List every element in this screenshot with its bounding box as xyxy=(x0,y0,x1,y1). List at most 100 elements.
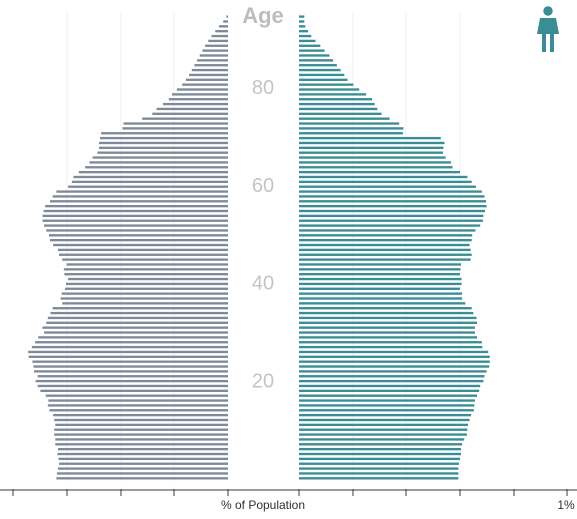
right-bar xyxy=(299,326,475,328)
left-bar xyxy=(100,137,228,139)
right-bar xyxy=(299,341,482,343)
left-bar xyxy=(79,171,228,173)
left-bar xyxy=(53,244,228,246)
right-bar xyxy=(299,419,470,421)
right-bar xyxy=(299,307,472,309)
right-bar xyxy=(299,244,470,246)
left-bar xyxy=(182,83,228,85)
left-bar xyxy=(44,224,228,226)
left-bar xyxy=(57,472,228,474)
left-bar xyxy=(48,317,228,319)
right-bar xyxy=(299,463,459,465)
right-bar xyxy=(299,210,485,212)
right-bar xyxy=(299,283,462,285)
left-bar xyxy=(46,229,228,231)
left-bar xyxy=(33,365,228,367)
right-bar xyxy=(299,161,451,163)
right-bar xyxy=(299,229,475,231)
left-bar xyxy=(85,166,228,168)
right-bar xyxy=(299,103,375,105)
right-bar xyxy=(299,351,488,353)
left-bar xyxy=(58,448,228,450)
right-bar xyxy=(299,356,490,358)
left-bar xyxy=(73,176,228,178)
left-bar xyxy=(38,336,228,338)
left-bar xyxy=(49,234,228,236)
right-bar xyxy=(299,171,460,173)
left-bar xyxy=(58,467,228,469)
left-bar xyxy=(66,283,228,285)
left-bar xyxy=(44,210,228,212)
right-bar xyxy=(299,45,320,47)
left-bar xyxy=(59,463,228,465)
right-bar xyxy=(299,20,304,22)
right-bar xyxy=(299,361,490,363)
left-bar xyxy=(45,205,228,207)
left-bar xyxy=(61,297,228,299)
right-bar xyxy=(299,370,487,372)
right-bar xyxy=(299,409,474,411)
left-bar xyxy=(68,278,228,280)
right-bar xyxy=(299,297,462,299)
left-bar xyxy=(53,195,228,197)
right-bar xyxy=(299,404,474,406)
right-bar xyxy=(299,224,480,226)
left-bar xyxy=(34,370,228,372)
left-bar xyxy=(226,15,228,17)
right-bar xyxy=(299,375,484,377)
left-bar xyxy=(62,302,228,304)
left-bar xyxy=(46,322,228,324)
left-bar xyxy=(53,307,228,309)
right-bar xyxy=(299,54,329,56)
right-bar xyxy=(299,64,337,66)
right-bar xyxy=(299,317,476,319)
left-bar xyxy=(197,59,228,61)
left-bar xyxy=(189,74,228,76)
left-bar xyxy=(32,361,228,363)
left-bar xyxy=(54,433,228,435)
female-icon-left-leg xyxy=(542,34,546,52)
left-bar xyxy=(56,477,228,479)
right-bar xyxy=(299,424,468,426)
right-bar xyxy=(299,215,483,217)
age-tick-label-60: 60 xyxy=(252,175,274,197)
left-bar xyxy=(202,49,228,51)
right-bar xyxy=(299,414,471,416)
right-bar xyxy=(299,346,482,348)
left-bar xyxy=(211,35,228,37)
left-bar xyxy=(48,404,228,406)
left-bar xyxy=(223,20,228,22)
left-bar xyxy=(58,249,228,251)
left-bar xyxy=(50,239,228,241)
right-bar xyxy=(299,288,460,290)
female-icon xyxy=(537,6,559,52)
right-bar xyxy=(299,190,482,192)
left-bar xyxy=(97,152,228,154)
right-bar xyxy=(299,336,477,338)
left-bar xyxy=(32,346,228,348)
female-icon-dress xyxy=(537,18,559,34)
left-bar xyxy=(46,395,228,397)
x-axis-label: % of Population xyxy=(221,498,305,512)
right-bar xyxy=(299,30,308,32)
right-bar xyxy=(299,239,472,241)
right-bar xyxy=(299,268,460,270)
right-bar xyxy=(299,108,377,110)
right-bar xyxy=(299,113,382,115)
left-bar xyxy=(99,142,228,144)
left-bar xyxy=(53,414,228,416)
left-bar xyxy=(157,108,228,110)
right-bar xyxy=(299,137,441,139)
right-bar xyxy=(299,258,471,260)
right-bar xyxy=(299,322,477,324)
right-bar xyxy=(299,365,489,367)
left-bar xyxy=(55,438,228,440)
left-bar xyxy=(152,113,228,115)
right-bar xyxy=(299,88,359,90)
right-bar xyxy=(299,331,475,333)
age-tick-label-40: 40 xyxy=(252,273,274,295)
right-bar xyxy=(299,380,483,382)
left-bar xyxy=(99,147,228,149)
left-bar xyxy=(172,93,228,95)
